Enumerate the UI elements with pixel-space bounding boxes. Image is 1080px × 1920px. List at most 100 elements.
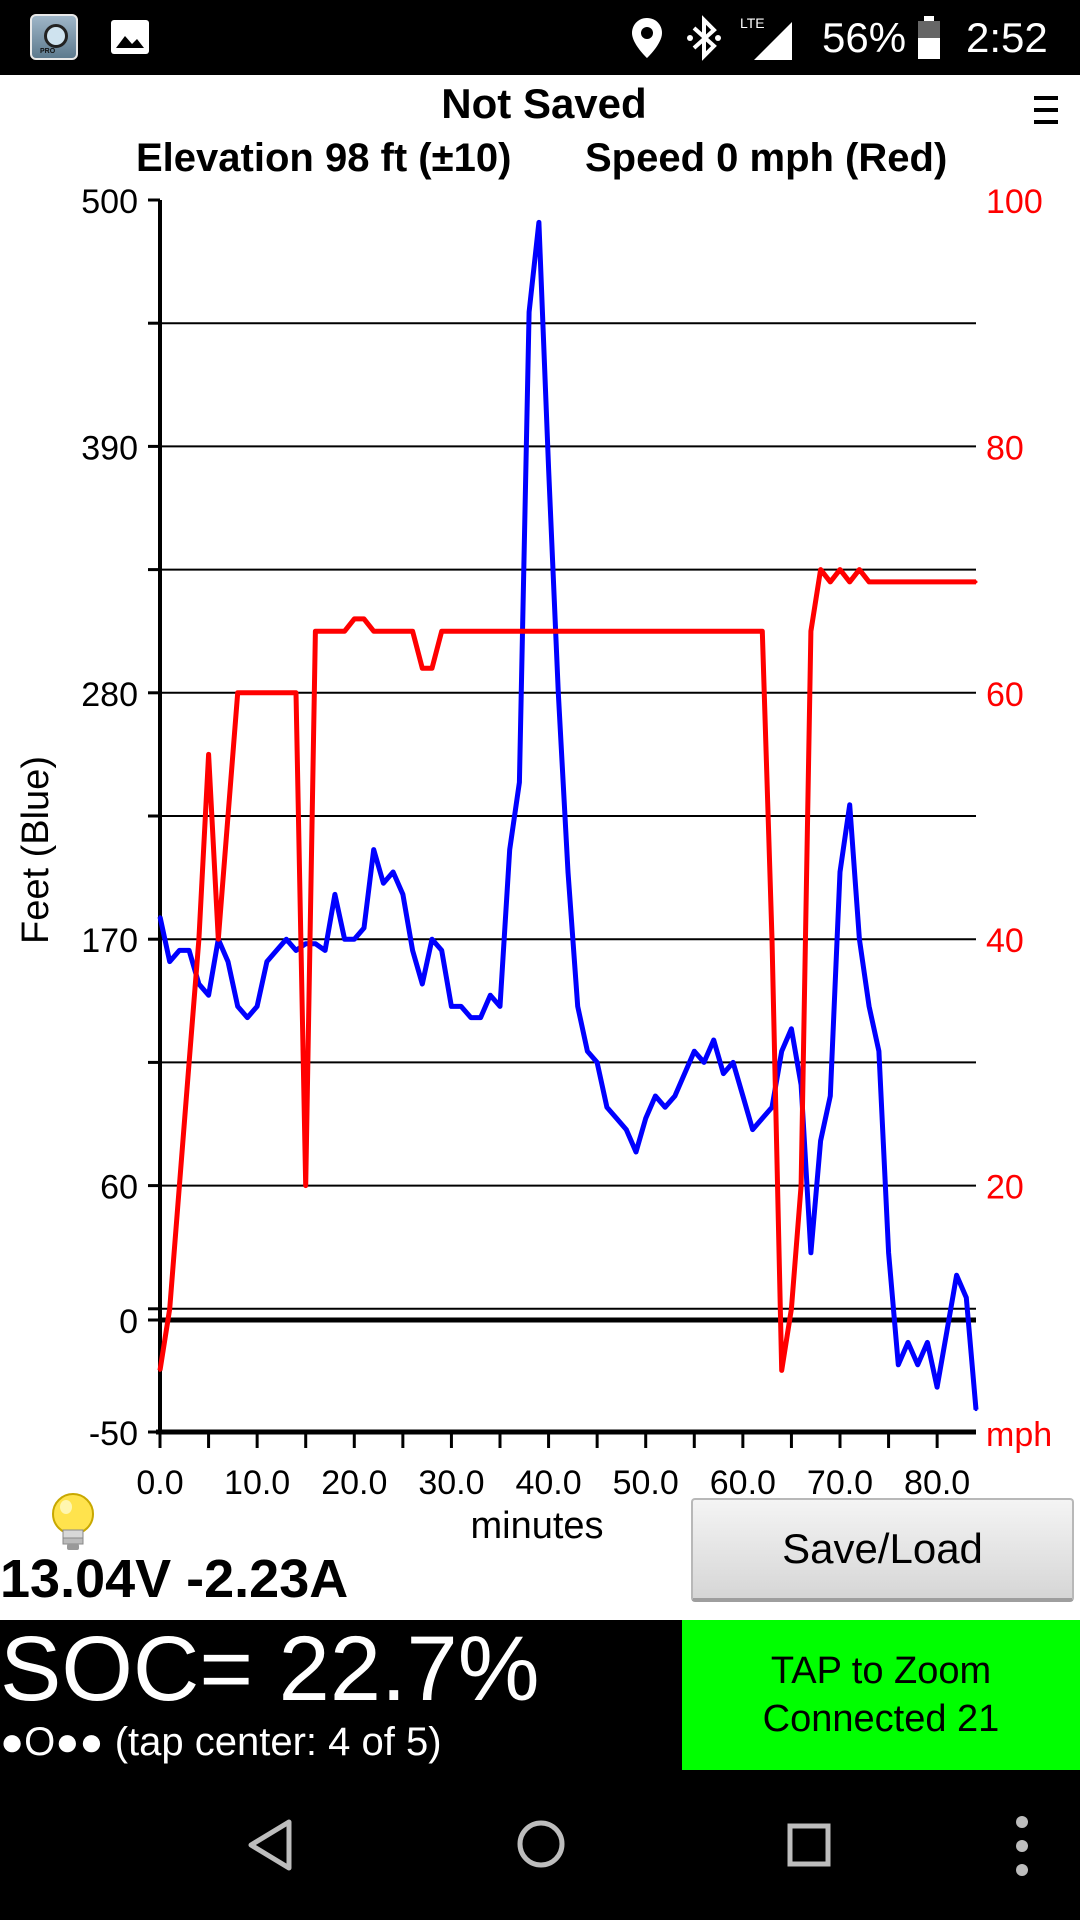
elevation-point	[945, 1329, 949, 1333]
elevation-point	[187, 948, 191, 952]
speed-point	[323, 629, 327, 633]
elevation-point	[916, 1363, 920, 1367]
speed-point	[721, 629, 725, 633]
speed-point	[906, 580, 910, 584]
elevation-point	[867, 1004, 871, 1008]
tap-to-zoom-button[interactable]: TAP to Zoom Connected 21	[682, 1620, 1080, 1770]
elevation-speed-chart[interactable]: 500 390 280 170 60 0 -50 100 80 60 40 20 mph 0.0 10.0 2…	[0, 180, 1080, 1560]
elevation-point	[731, 1060, 735, 1064]
elevation-point	[877, 1049, 881, 1053]
elevation-point	[508, 848, 512, 852]
back-icon[interactable]	[245, 1818, 295, 1872]
elevation-point	[284, 937, 288, 941]
speed-point	[955, 580, 959, 584]
speed-point	[411, 629, 415, 633]
elevation-point	[683, 1072, 687, 1076]
soc-panel[interactable]	[0, 1620, 682, 1770]
elevation-point	[158, 915, 162, 919]
elevation-point	[265, 960, 269, 964]
elevation-point	[964, 1296, 968, 1300]
speed-point	[343, 629, 347, 633]
speed-point	[634, 629, 638, 633]
elevation-point	[887, 1251, 891, 1255]
lightbulb-icon[interactable]	[48, 1492, 98, 1556]
speed-point	[420, 666, 424, 670]
speed-point	[216, 937, 220, 941]
elevation-point	[236, 1004, 240, 1008]
clock: 2:52	[966, 14, 1048, 61]
elevation-point	[770, 1105, 774, 1109]
speed-point	[430, 666, 434, 670]
left-tick-label: 170	[81, 922, 138, 960]
x-tick-label: 50.0	[613, 1464, 679, 1502]
speed-point	[867, 580, 871, 584]
left-tick-label: 390	[81, 429, 138, 467]
speed-point	[925, 580, 929, 584]
speed-label: Speed 0 mph (Red)	[585, 136, 948, 180]
elevation-point	[634, 1150, 638, 1154]
x-tick-label: 30.0	[418, 1464, 484, 1502]
speed-point	[848, 580, 852, 584]
speed-point	[352, 617, 356, 621]
elevation-point	[721, 1072, 725, 1076]
x-tick-label: 40.0	[515, 1464, 581, 1502]
elevation-point	[245, 1016, 249, 1020]
elevation-point	[906, 1340, 910, 1344]
elevation-point	[702, 1060, 706, 1064]
speed-point	[741, 629, 745, 633]
speed-point	[887, 580, 891, 584]
x-tick-label: 0.0	[136, 1464, 183, 1502]
menu-icon[interactable]	[1032, 92, 1062, 128]
speed-point	[945, 580, 949, 584]
speed-point	[653, 629, 657, 633]
elevation-point	[459, 1004, 463, 1008]
speed-point	[255, 691, 259, 695]
tap-center-indicator: ●O●● (tap center: 4 of 5)	[0, 1720, 442, 1764]
elevation-point	[955, 1273, 959, 1277]
speed-point	[226, 814, 230, 818]
elevation-point	[275, 948, 279, 952]
elevation-point	[226, 960, 230, 964]
elevation-point	[692, 1049, 696, 1053]
left-tick-label: 60	[100, 1169, 138, 1207]
elevation-point	[255, 1004, 259, 1008]
status-bar: PRO LTE 56% 2:52	[0, 0, 1080, 75]
home-icon[interactable]	[515, 1818, 567, 1870]
speed-point	[916, 580, 920, 584]
speed-point	[789, 1307, 793, 1311]
speed-point	[294, 691, 298, 695]
elevation-point	[420, 982, 424, 986]
save-load-button[interactable]: Save/Load	[691, 1498, 1074, 1602]
location-icon	[632, 18, 662, 58]
bluetooth-icon	[687, 15, 721, 61]
speed-point	[702, 629, 706, 633]
navigation-bar	[0, 1770, 1080, 1920]
speed-point	[488, 629, 492, 633]
left-tick-label: -50	[89, 1415, 138, 1453]
speed-point	[731, 629, 735, 633]
speed-point	[809, 629, 813, 633]
elevation-point	[352, 937, 356, 941]
speed-point	[197, 937, 201, 941]
speed-point	[566, 629, 570, 633]
recent-apps-icon[interactable]	[786, 1822, 832, 1868]
elevation-point	[449, 1004, 453, 1008]
elevation-point	[401, 892, 405, 896]
speed-point	[391, 629, 395, 633]
elevation-point	[615, 1116, 619, 1120]
speed-point	[663, 629, 667, 633]
elevation-point	[605, 1105, 609, 1109]
speed-point	[556, 629, 560, 633]
more-options-icon[interactable]	[1012, 1814, 1032, 1878]
speed-point	[760, 629, 764, 633]
speed-point	[595, 629, 599, 633]
elevation-point	[653, 1094, 657, 1098]
left-tick-label: 0	[119, 1303, 138, 1341]
speed-point	[236, 691, 240, 695]
elevation-point	[304, 942, 308, 946]
elevation-point	[585, 1049, 589, 1053]
speed-point	[381, 629, 385, 633]
elevation-point	[537, 220, 541, 224]
elevation-point	[323, 948, 327, 952]
elevation-point	[313, 942, 317, 946]
